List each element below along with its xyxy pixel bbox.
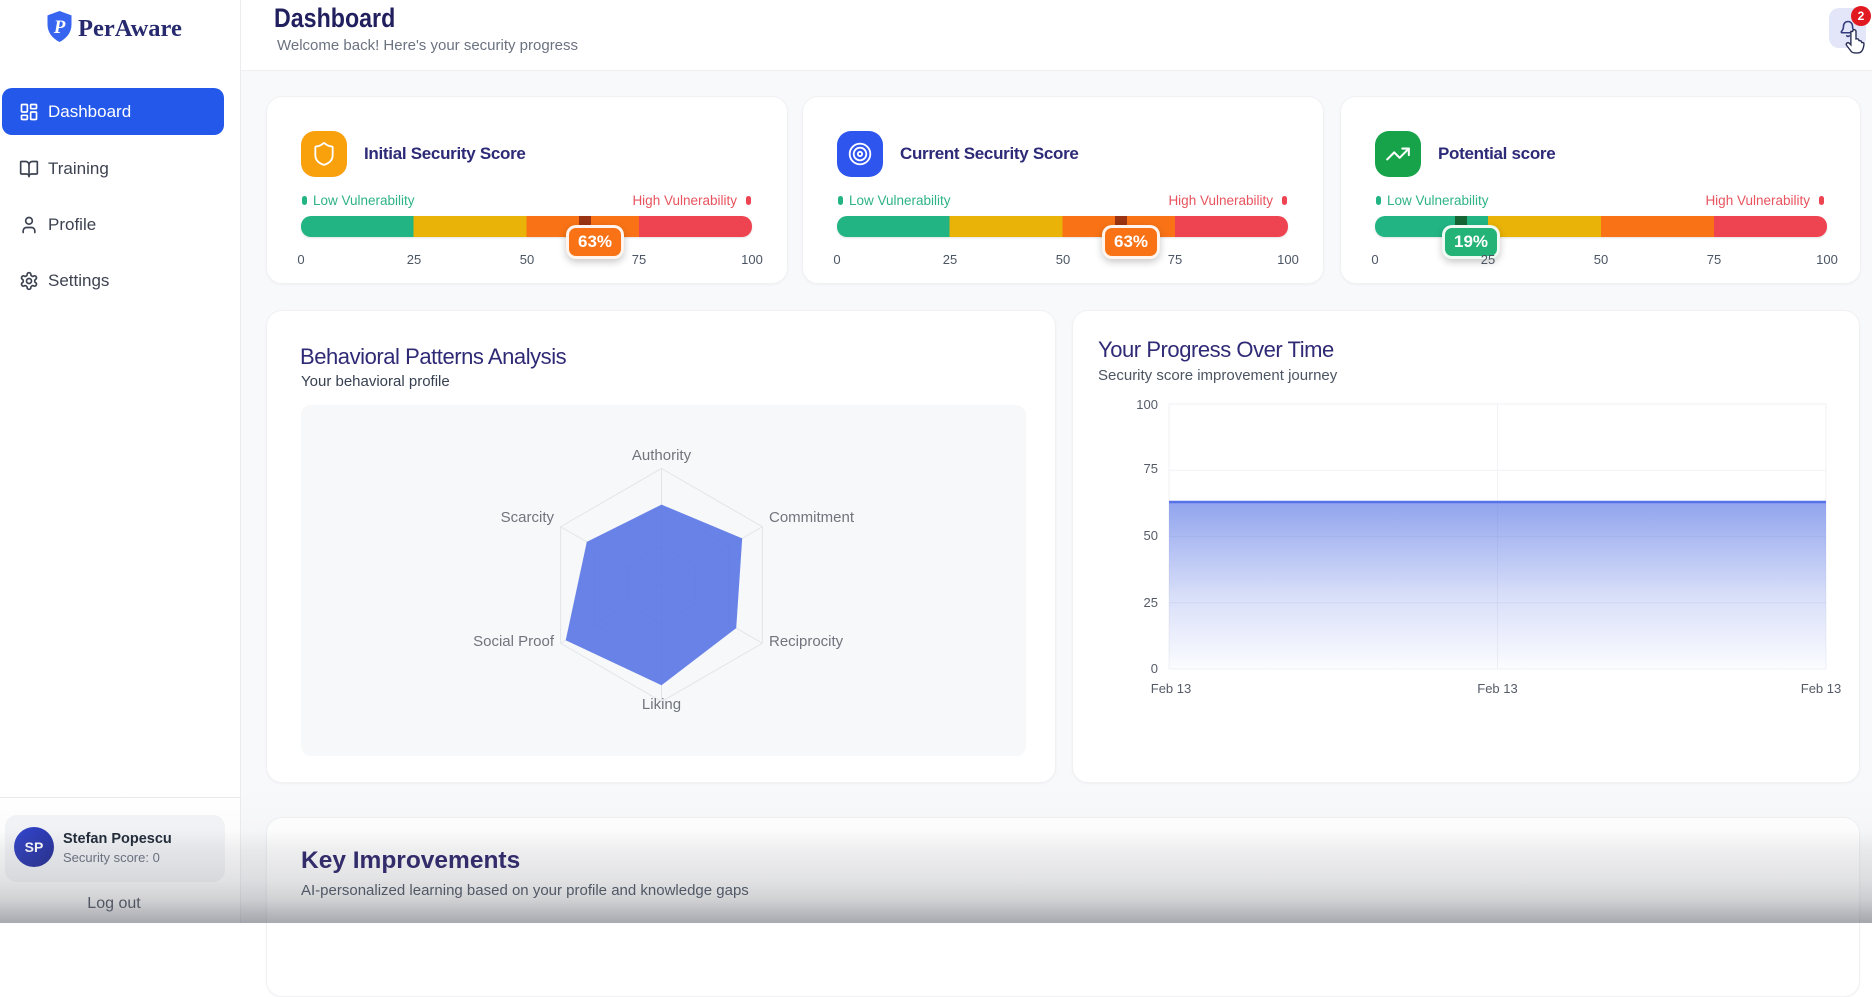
svg-text:Authority: Authority [632,447,692,464]
svg-text:25: 25 [1144,595,1158,610]
svg-text:Reciprocity: Reciprocity [769,633,844,650]
svg-text:0: 0 [1151,661,1158,676]
svg-text:Feb 13: Feb 13 [1801,681,1841,696]
svg-text:Commitment: Commitment [769,509,855,526]
svg-text:Scarcity: Scarcity [501,509,555,526]
svg-text:100: 100 [1136,397,1158,412]
svg-text:P: P [53,17,66,38]
svg-text:50: 50 [1144,528,1158,543]
svg-text:75: 75 [1144,461,1158,476]
svg-text:Feb 13: Feb 13 [1151,681,1191,696]
svg-text:Liking: Liking [642,696,681,713]
svg-text:Social Proof: Social Proof [473,633,555,650]
svg-text:Feb 13: Feb 13 [1477,681,1517,696]
